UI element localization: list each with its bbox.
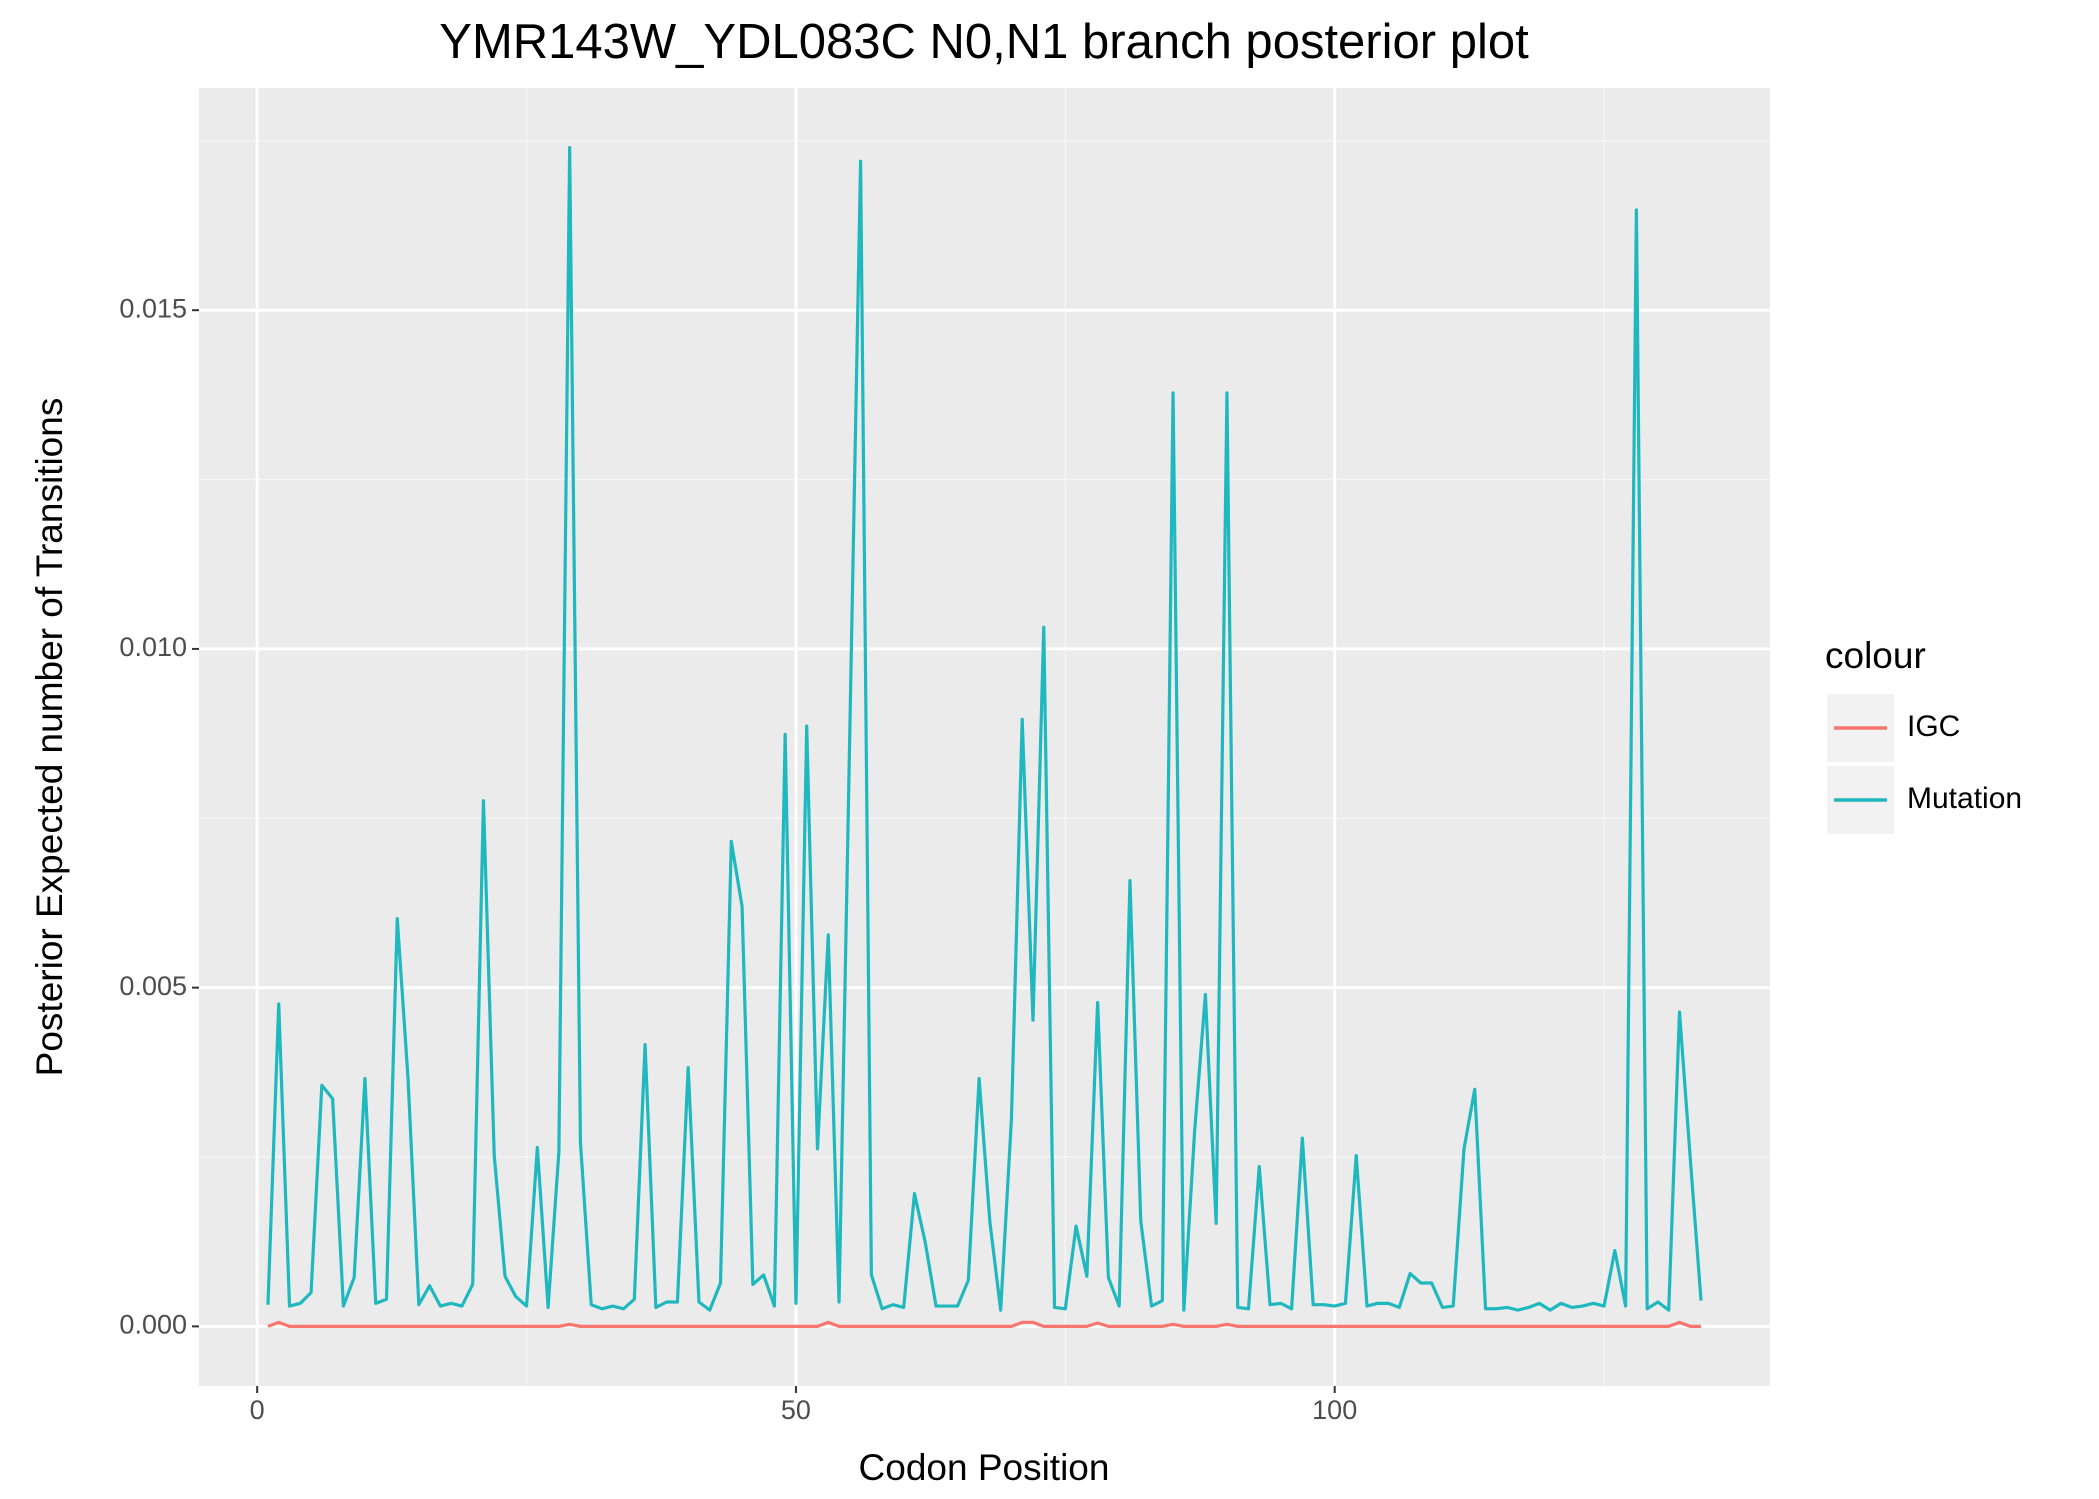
legend-label: IGC xyxy=(1907,710,1960,743)
chart-title: YMR143W_YDL083C N0,N1 branch posterior p… xyxy=(439,15,1529,69)
y-tick-label: 0.015 xyxy=(119,293,187,323)
panel xyxy=(199,88,1770,1386)
y-tick-label: 0.005 xyxy=(119,971,187,1001)
legend-label: Mutation xyxy=(1907,782,2022,815)
x-tick-label: 100 xyxy=(1312,1395,1357,1425)
series-line xyxy=(266,146,1703,1312)
x-tick-label: 0 xyxy=(250,1395,265,1425)
y-axis-title: Posterior Expected number of Transitions xyxy=(29,398,70,1077)
y-tick-label: 0.010 xyxy=(119,632,187,662)
x-axis-title: Codon Position xyxy=(859,1447,1110,1488)
x-tick-label: 50 xyxy=(781,1395,811,1425)
series-line xyxy=(267,1320,1702,1328)
legend-title: colour xyxy=(1825,635,1926,676)
y-tick-label: 0.000 xyxy=(119,1310,187,1340)
